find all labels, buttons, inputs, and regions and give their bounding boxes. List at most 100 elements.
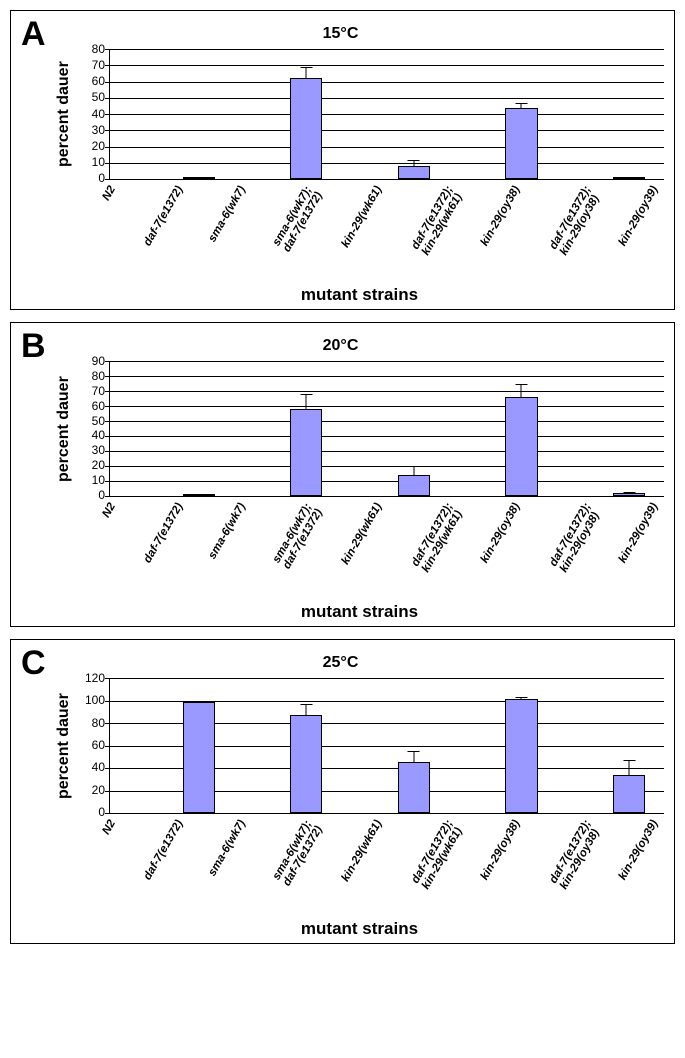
y-tick-label: 80 (75, 370, 105, 371)
y-axis-tick-labels: 120100806040200 (75, 678, 109, 813)
y-axis-label: percent dauer (55, 49, 73, 180)
bar-slot (441, 361, 495, 496)
chart-panel: A15°C percent dauer 80 70 60 50 40 30 20 10 0 N2daf… (10, 10, 675, 310)
y-tick-label: 90 (75, 355, 105, 356)
y-tick-label: 20 (75, 459, 105, 460)
y-tick-mark (105, 496, 110, 497)
bar-slot (387, 361, 441, 496)
x-axis-area: N2daf-7(e1372)sma-6(wk7)sma-6(wk7);daf-7… (17, 814, 664, 939)
x-axis-area: N2daf-7(e1372)sma-6(wk7)sma-6(wk7);daf-7… (17, 497, 664, 622)
y-tick-mark (105, 179, 110, 180)
bar (613, 493, 645, 496)
plot-area (109, 361, 664, 497)
y-tick-label: 60 (75, 739, 105, 740)
panel-letter: A (21, 15, 46, 54)
x-label-slot: N2 (93, 814, 108, 919)
bar (290, 78, 322, 179)
bar-slot (118, 678, 172, 813)
y-tick-label: 0 (75, 806, 105, 807)
bar-slot (226, 678, 280, 813)
bar-slot (172, 361, 226, 496)
bar (613, 775, 645, 813)
chart-title: 20°C (17, 337, 664, 355)
bar-slot (118, 361, 172, 496)
x-label-slot: N2 (93, 180, 108, 285)
grid-line (110, 179, 664, 180)
bar (398, 475, 430, 496)
y-tick-label: 80 (75, 717, 105, 718)
y-axis-tick-labels: 80706050403020100 (75, 49, 109, 179)
y-tick-label: 20 (75, 784, 105, 785)
y-tick-label: 30 (75, 444, 105, 445)
bar-slot (441, 49, 495, 179)
bars-row (110, 49, 664, 179)
grid-line (110, 496, 664, 497)
bar-slot (495, 361, 549, 496)
bars-row (110, 361, 664, 496)
bar (290, 409, 322, 496)
bar-slot (495, 49, 549, 179)
bar-slot (441, 678, 495, 813)
bar (398, 166, 430, 179)
bar-slot (172, 678, 226, 813)
chart-wrap: percent dauer80706050403020100 (17, 49, 664, 180)
bar-slot (548, 361, 602, 496)
y-tick-label: 70 (75, 59, 105, 60)
y-tick-label: 70 (75, 385, 105, 386)
bar-slot (279, 678, 333, 813)
y-tick-label: 40 (75, 761, 105, 762)
chart-wrap: percent dauer9080706050403020100 (17, 361, 664, 497)
bar (505, 397, 537, 496)
chart-title: 15°C (17, 25, 664, 43)
y-tick-mark (105, 813, 110, 814)
bar (290, 715, 322, 813)
bar-slot (495, 678, 549, 813)
chart-panel: B20°Cpercent dauer9080706050403020100N2d… (10, 322, 675, 627)
x-labels-row: N2daf-7(e1372)sma-6(wk7)sma-6(wk7);daf-7… (85, 814, 664, 919)
plot-area (109, 49, 664, 180)
y-tick-label: 20 (75, 140, 105, 141)
y-tick-label: 10 (75, 474, 105, 475)
panel-letter: B (21, 327, 46, 366)
bar-slot (172, 49, 226, 179)
y-axis-label: percent dauer (55, 678, 73, 814)
plot-area (109, 678, 664, 814)
x-labels-row: N2daf-7(e1372)sma-6(wk7)sma-6(wk7);daf-7… (85, 497, 664, 602)
y-tick-label: 0 (75, 489, 105, 490)
bar-slot (387, 678, 441, 813)
bar (505, 699, 537, 813)
bar (183, 494, 215, 496)
x-labels-row: N2daf-7(e1372)sma-6(wk7)sma-6(wk7);daf-7… (85, 180, 664, 285)
bar (613, 177, 645, 179)
x-axis-area: N2daf-7(e1372)sma-6(wk7)sma-6(wk7);daf-7… (17, 180, 664, 305)
bar-slot (279, 361, 333, 496)
bar-slot (226, 49, 280, 179)
y-tick-label: 0 (75, 172, 105, 173)
y-tick-label: 50 (75, 415, 105, 416)
y-tick-label: 80 (75, 43, 105, 44)
bar-slot (333, 361, 387, 496)
bars-row (110, 678, 664, 813)
y-tick-label: 40 (75, 108, 105, 109)
chart-panel: C25°C percent dauer 120 100 80 60 40 20 0 N2daf-7… (10, 639, 675, 944)
y-tick-label: 30 (75, 124, 105, 125)
bar-slot (279, 49, 333, 179)
y-tick-label: 10 (75, 156, 105, 157)
bar (398, 762, 430, 813)
figure-root: A15°Cpercent dauer80706050403020100N2daf… (10, 10, 675, 944)
y-tick-label: 60 (75, 75, 105, 76)
y-tick-label: 50 (75, 91, 105, 92)
bar-slot (226, 361, 280, 496)
bar-slot (118, 49, 172, 179)
y-tick-label: 60 (75, 400, 105, 401)
x-label-slot: N2 (93, 497, 108, 602)
bar-slot (602, 678, 656, 813)
bar-slot (333, 49, 387, 179)
y-axis-tick-labels: 9080706050403020100 (75, 361, 109, 496)
bar-slot (602, 49, 656, 179)
panel-letter: C (21, 644, 46, 683)
y-tick-label: 100 (75, 694, 105, 695)
bar-slot (333, 678, 387, 813)
chart-title: 25°C (17, 654, 664, 672)
y-tick-label: 120 (75, 672, 105, 673)
